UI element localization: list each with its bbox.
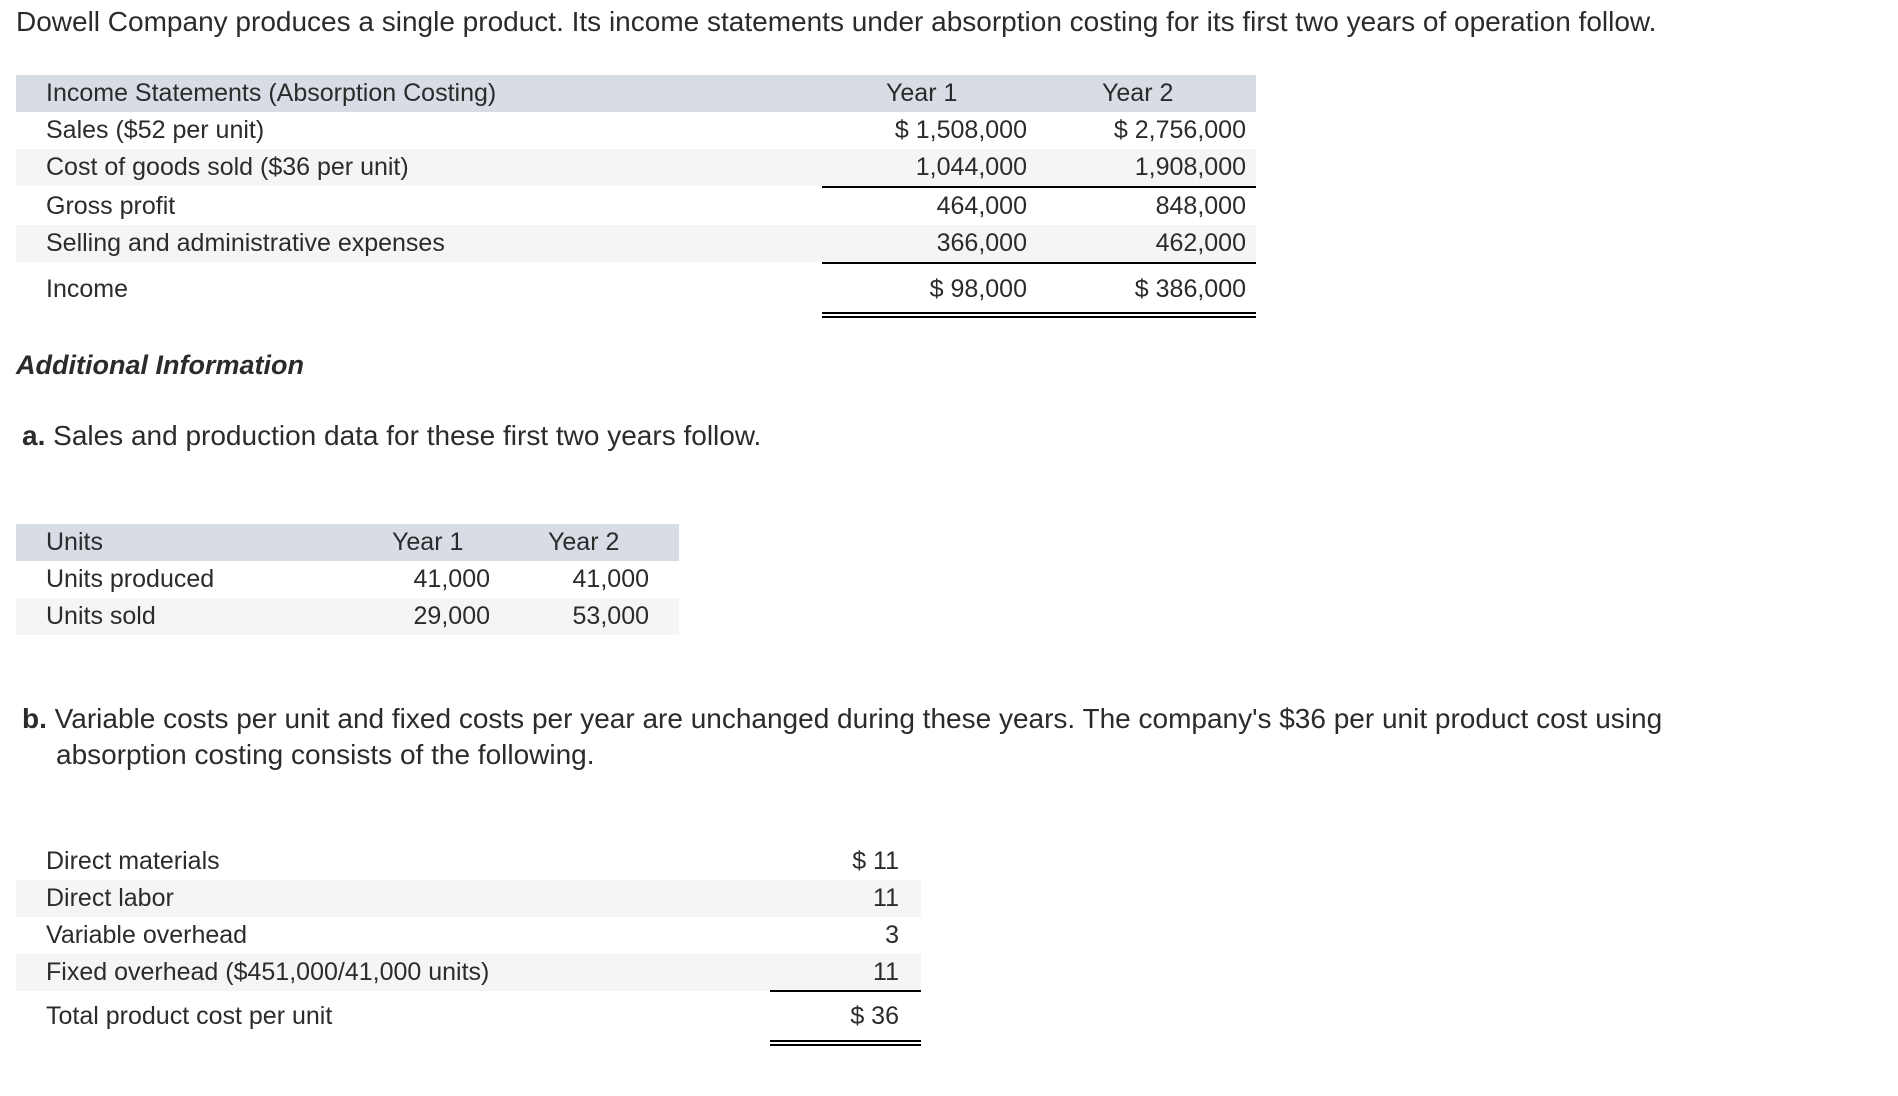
row-value: 3 bbox=[885, 921, 899, 949]
row-label: Selling and administrative expenses bbox=[46, 229, 445, 257]
additional-info-heading: Additional Information bbox=[16, 350, 304, 380]
header-label: Income Statements (Absorption Costing) bbox=[46, 79, 497, 107]
part-b-marker: b. bbox=[22, 703, 47, 734]
table-header: Income Statements (Absorption Costing) Y… bbox=[16, 75, 1256, 112]
total-double-rule bbox=[822, 312, 1256, 318]
row-value: $ 36 bbox=[850, 1002, 899, 1030]
row-label: Direct materials bbox=[46, 847, 220, 875]
table-row: Total product cost per unit $ 36 bbox=[16, 995, 921, 1037]
table-row: Selling and administrative expenses 366,… bbox=[16, 225, 1256, 262]
row-year2: 848,000 bbox=[1155, 192, 1246, 220]
row-year2: $ 2,756,000 bbox=[1113, 116, 1246, 144]
table-row: Cost of goods sold ($36 per unit) 1,044,… bbox=[16, 149, 1256, 186]
row-year1: $ 98,000 bbox=[929, 275, 1027, 303]
table-row: Variable overhead 3 bbox=[16, 917, 921, 954]
header-year2: Year 2 bbox=[1102, 79, 1174, 107]
header-label: Units bbox=[46, 528, 103, 556]
total-double-rule bbox=[770, 1040, 921, 1046]
units-table: Units Year 1 Year 2 Units produced 41,00… bbox=[16, 524, 679, 635]
row-label: Cost of goods sold ($36 per unit) bbox=[46, 153, 409, 181]
subtotal-rule bbox=[822, 186, 1256, 188]
row-label: Units produced bbox=[46, 565, 215, 593]
row-year1: 464,000 bbox=[936, 192, 1027, 220]
part-b-line2: absorption costing consists of the follo… bbox=[56, 739, 595, 770]
row-year1: 1,044,000 bbox=[915, 153, 1027, 181]
table-row: Income $ 98,000 $ 386,000 bbox=[16, 268, 1256, 310]
part-b-line1: b. Variable costs per unit and fixed cos… bbox=[22, 701, 1662, 737]
part-a-body: Sales and production data for these firs… bbox=[45, 420, 762, 451]
row-value: 11 bbox=[873, 884, 899, 912]
row-label: Sales ($52 per unit) bbox=[46, 116, 265, 144]
header-year1: Year 1 bbox=[886, 79, 958, 107]
table-row: Sales ($52 per unit) $ 1,508,000 $ 2,756… bbox=[16, 112, 1256, 149]
row-year1: $ 1,508,000 bbox=[894, 116, 1027, 144]
table-row: Direct labor 11 bbox=[16, 880, 921, 917]
table-header: Units Year 1 Year 2 bbox=[16, 524, 679, 561]
part-a-text: a. Sales and production data for these f… bbox=[22, 418, 761, 454]
row-year2: $ 386,000 bbox=[1134, 275, 1246, 303]
row-label: Units sold bbox=[46, 602, 156, 630]
subtotal-rule bbox=[770, 990, 921, 992]
table-row: Direct materials $ 11 bbox=[16, 843, 921, 880]
row-year2: 41,000 bbox=[572, 565, 649, 593]
intro-text: Dowell Company produces a single product… bbox=[16, 6, 1657, 37]
row-label: Fixed overhead ($451,000/41,000 units) bbox=[46, 958, 490, 986]
subtotal-rule bbox=[822, 262, 1256, 264]
table-row: Gross profit 464,000 848,000 bbox=[16, 188, 1256, 225]
row-label: Direct labor bbox=[46, 884, 174, 912]
product-cost-table: Direct materials $ 11 Direct labor 11 Va… bbox=[16, 843, 921, 1048]
header-year2: Year 2 bbox=[548, 528, 620, 556]
income-statement-table: Income Statements (Absorption Costing) Y… bbox=[16, 75, 1256, 320]
row-year1: 366,000 bbox=[936, 229, 1027, 257]
table-row: Units sold 29,000 53,000 bbox=[16, 598, 679, 635]
part-a-marker: a. bbox=[22, 420, 46, 451]
row-label: Variable overhead bbox=[46, 921, 248, 949]
table-row: Units produced 41,000 41,000 bbox=[16, 561, 679, 598]
row-label: Income bbox=[46, 275, 128, 303]
row-year2: 1,908,000 bbox=[1134, 153, 1246, 181]
row-year2: 53,000 bbox=[572, 602, 649, 630]
row-label: Gross profit bbox=[46, 192, 176, 220]
part-b-body: Variable costs per unit and fixed costs … bbox=[46, 703, 1663, 734]
header-year1: Year 1 bbox=[392, 528, 464, 556]
row-year1: 29,000 bbox=[413, 602, 490, 630]
row-value: $ 11 bbox=[852, 847, 899, 875]
row-label: Total product cost per unit bbox=[46, 1002, 333, 1030]
row-value: 11 bbox=[873, 958, 899, 986]
row-year1: 41,000 bbox=[413, 565, 490, 593]
row-year2: 462,000 bbox=[1155, 229, 1246, 257]
table-row: Fixed overhead ($451,000/41,000 units) 1… bbox=[16, 954, 921, 991]
